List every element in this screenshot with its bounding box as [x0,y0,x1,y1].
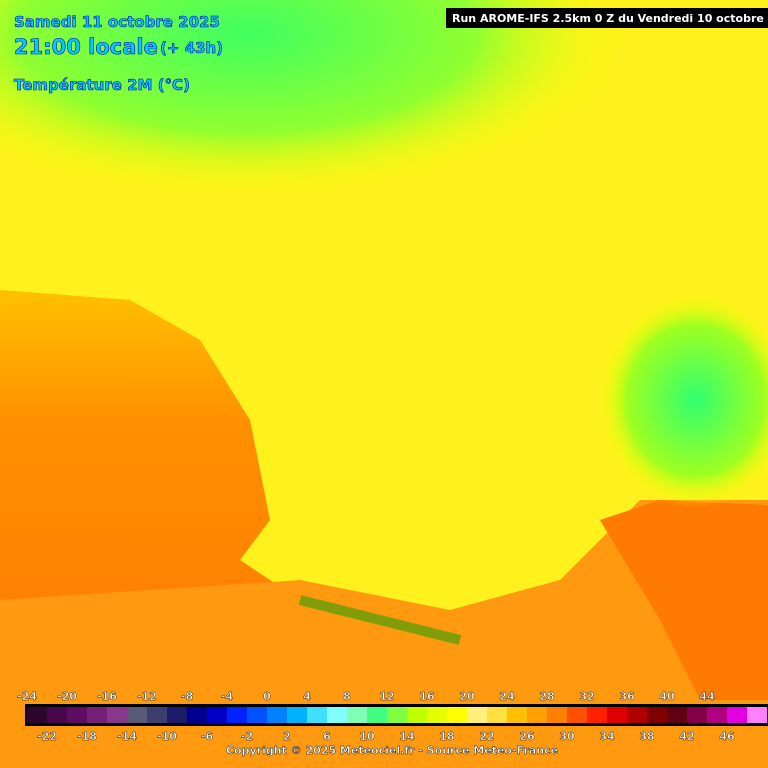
legend-top-label: 36 [619,690,635,703]
legend-bottom-label: -14 [117,730,137,743]
date-text: Samedi 11 octobre 2025 [14,13,220,31]
legend-bottom-label: 26 [519,730,535,743]
legend-swatch [627,707,647,723]
legend-swatch [327,707,347,723]
legend-swatch [127,707,147,723]
legend-swatch [347,707,367,723]
legend-swatch [687,707,707,723]
legend-swatch [467,707,487,723]
legend-swatch [587,707,607,723]
legend-swatch [227,707,247,723]
legend-top-label: -16 [97,690,117,703]
legend-bottom-label: -2 [241,730,253,743]
legend-top-label: 40 [659,690,675,703]
legend-swatch [247,707,267,723]
run-text: Run AROME-IFS 2.5km 0 Z du Vendredi 10 o… [452,12,768,25]
legend-top-label: -8 [181,690,193,703]
legend-bottom-label: 22 [479,730,494,743]
offset-text: (+ 43h) [160,39,223,57]
legend-bottom-label: 30 [559,730,575,743]
legend-bottom-label: -22 [37,730,57,743]
legend-top-label: 28 [539,690,554,703]
legend-top-label: -4 [221,690,234,703]
legend-swatch [487,707,507,723]
legend-bottom-label: -6 [201,730,214,743]
warm-region [0,290,300,620]
legend-swatch [107,707,127,723]
legend-top-label: 8 [343,690,351,703]
legend-swatch [187,707,207,723]
legend-bottom-label: 42 [679,730,694,743]
legend-swatch [647,707,667,723]
legend-swatch [727,707,747,723]
legend-swatch [47,707,67,723]
pyrenees [298,595,462,645]
time-text: 21:00 locale [14,35,158,59]
legend-top-label: 16 [419,690,435,703]
legend-swatch [367,707,387,723]
legend-swatch [27,707,47,723]
legend-swatch [507,707,527,723]
legend-bottom-label: 14 [399,730,415,743]
legend-bottom-label: 18 [439,730,454,743]
legend-bottom-label: -10 [157,730,177,743]
run-box [446,8,768,28]
legend-swatch [167,707,187,723]
copyright: Copyright © 2025 Meteociel.fr - Source M… [226,744,558,757]
legend-top-label: 24 [499,690,515,703]
legend-swatch [147,707,167,723]
legend-bottom-label: 2 [283,730,291,743]
legend-bottom-label: 34 [599,730,615,743]
legend-swatch [207,707,227,723]
legend-top-label: 0 [263,690,271,703]
legend-top-label: 20 [459,690,475,703]
legend-bottom-label: 46 [719,730,735,743]
color-legend: -24 -20 -16 -12 -8 -4 0 4 8 12 16 20 24 28 32 36 40 44-22… [17,690,768,743]
legend-top-label: 12 [379,690,394,703]
legend-swatch [67,707,87,723]
legend-top-label: 44 [699,690,715,703]
legend-top-label: 4 [303,690,311,703]
legend-swatch [387,707,407,723]
legend-swatch [267,707,287,723]
legend-swatch [567,707,587,723]
legend-swatch [667,707,687,723]
legend-top-label: -12 [137,690,157,703]
legend-swatch [427,707,447,723]
alps-region [440,220,768,580]
legend-swatch [747,707,767,723]
legend-swatch [87,707,107,723]
legend-top-label: -20 [57,690,77,703]
legend-swatch [447,707,467,723]
legend-swatch [707,707,727,723]
legend-bottom-label: 38 [639,730,654,743]
field-text: Température 2M (°C) [14,76,190,94]
legend-bottom-label: 6 [323,730,331,743]
legend-swatch [607,707,627,723]
legend-top-label: -24 [17,690,37,703]
legend-swatch [407,707,427,723]
legend-swatch [287,707,307,723]
legend-swatch [527,707,547,723]
legend-bottom-label: -18 [77,730,97,743]
legend-bottom-label: 10 [359,730,375,743]
legend-swatch [307,707,327,723]
legend-swatch [547,707,567,723]
legend-top-label: 32 [579,690,594,703]
